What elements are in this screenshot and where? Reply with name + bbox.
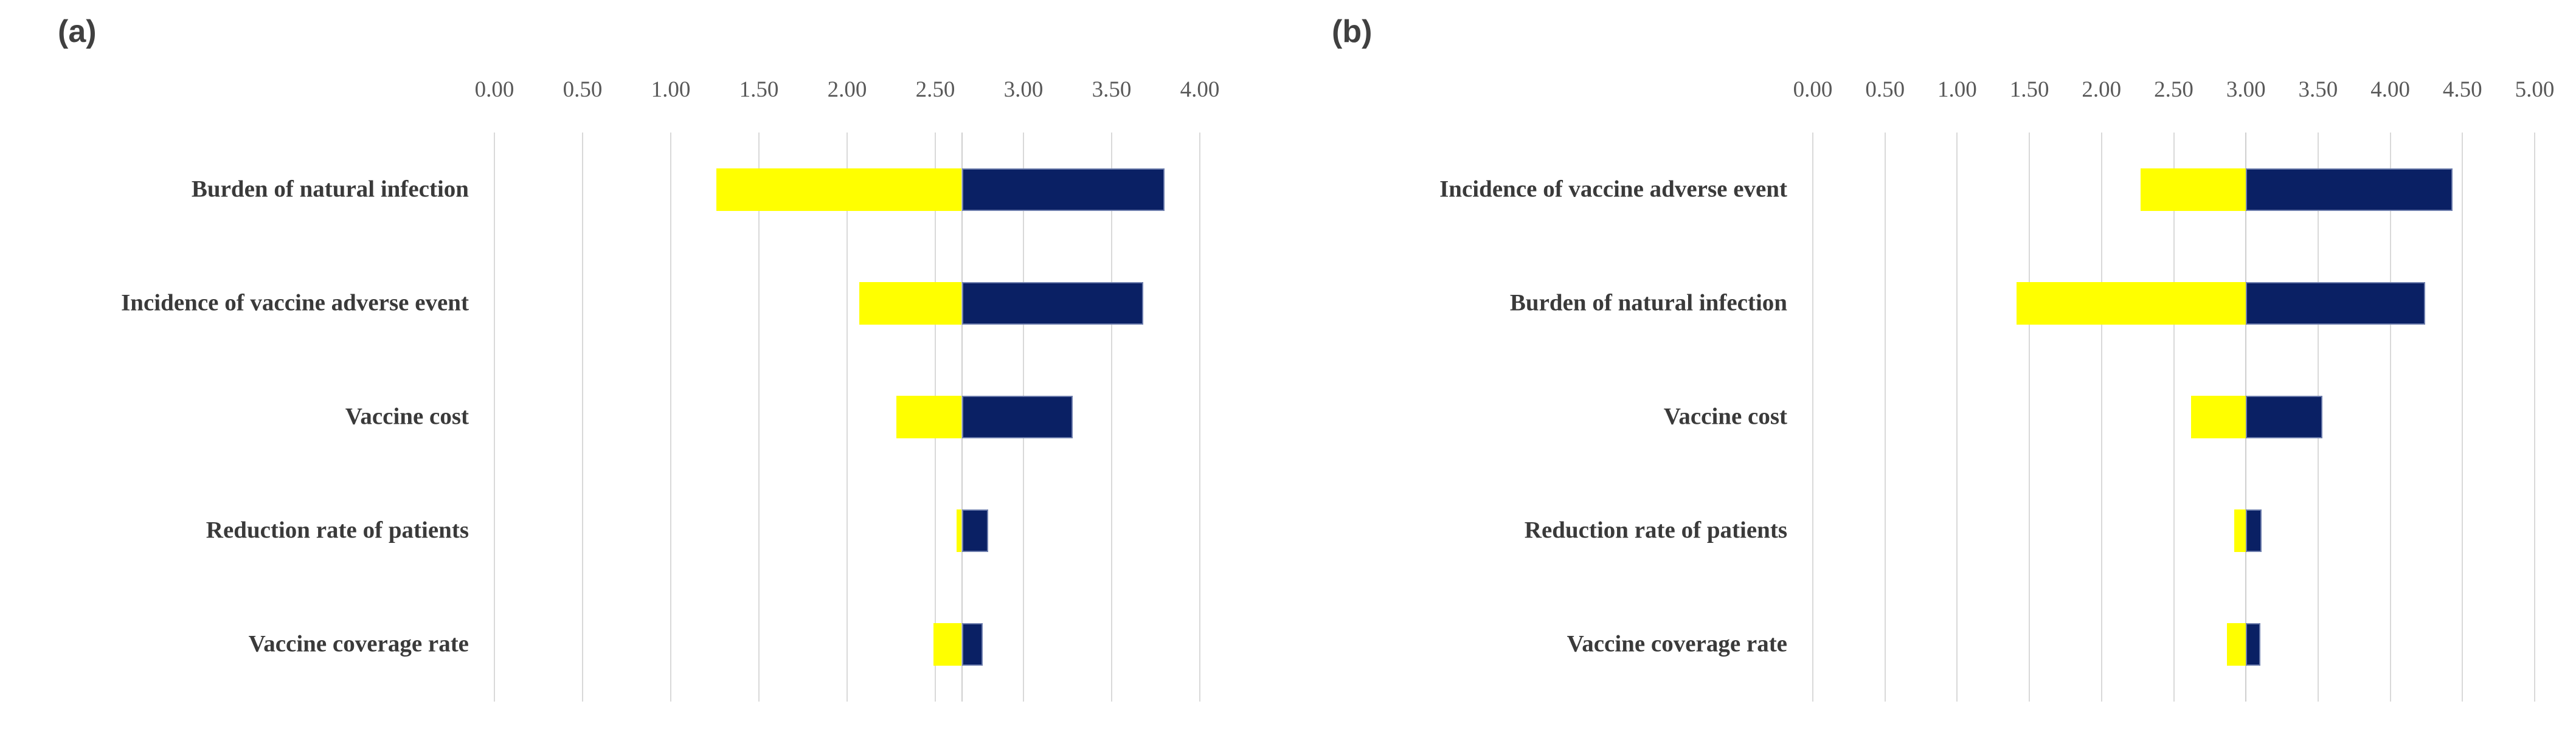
category-label: Burden of natural infection xyxy=(1509,289,1787,316)
x-axis-tick-label: 1.00 xyxy=(651,77,691,102)
category-label: Reduction rate of patients xyxy=(206,517,469,543)
bar-low-segment xyxy=(2227,623,2246,666)
category-label: Vaccine coverage rate xyxy=(248,630,469,657)
x-axis-tick-label: 3.50 xyxy=(2298,77,2338,102)
bar-high-segment xyxy=(2246,281,2425,325)
category-label: Reduction rate of patients xyxy=(1524,517,1787,543)
x-axis-tick-label: 4.50 xyxy=(2442,77,2482,102)
panel-a-label: (a) xyxy=(58,14,97,49)
gridline xyxy=(1956,133,1958,702)
bar-high-segment xyxy=(961,168,1165,211)
bar-high-segment xyxy=(961,509,988,553)
gridline xyxy=(2173,133,2175,702)
bar-high-segment xyxy=(961,281,1144,325)
x-axis-tick-label: 0.00 xyxy=(1793,77,1833,102)
x-axis-tick-label: 0.00 xyxy=(474,77,514,102)
bar-low-segment xyxy=(956,509,962,553)
category-label: Vaccine cost xyxy=(345,403,469,430)
category-label: Burden of natural infection xyxy=(191,176,469,202)
gridline xyxy=(1199,133,1200,702)
bar-low-segment xyxy=(2190,396,2246,438)
bar-high-segment xyxy=(2246,509,2262,553)
bar-high-segment xyxy=(961,623,983,666)
bar-low-segment xyxy=(2234,509,2246,553)
x-axis-tick-label: 0.50 xyxy=(563,77,603,102)
x-axis-tick-label: 1.50 xyxy=(739,77,779,102)
bar-low-segment xyxy=(2140,168,2246,211)
bar-low-segment xyxy=(859,281,962,325)
gridline xyxy=(2029,133,2031,702)
gridline xyxy=(1884,133,1886,702)
gridline xyxy=(1111,133,1112,702)
gridline xyxy=(494,133,495,702)
gridline xyxy=(670,133,671,702)
bar-low-segment xyxy=(2016,281,2246,325)
bar-low-segment xyxy=(716,168,962,211)
panel-b: (b) 0.00 0.50 1.00 1.50 2.00 2.50 3.00 3.50 4.00… xyxy=(1283,0,2576,735)
x-axis-tick-label: 4.00 xyxy=(2370,77,2410,102)
x-axis-tick-label: 3.00 xyxy=(2226,77,2266,102)
x-axis-tick-label: 2.00 xyxy=(2082,77,2122,102)
gridline xyxy=(1812,133,1813,702)
x-axis-tick-label: 3.50 xyxy=(1092,77,1132,102)
x-axis-tick-label: 1.00 xyxy=(1937,77,1977,102)
gridline xyxy=(582,133,583,702)
bar-high-segment xyxy=(2246,396,2322,438)
x-axis-tick-label: 3.00 xyxy=(1003,77,1044,102)
x-axis-tick-label: 2.50 xyxy=(915,77,955,102)
x-axis-tick-label: 0.50 xyxy=(1865,77,1905,102)
panel-a-plot: 0.00 0.50 1.00 1.50 2.00 2.50 3.00 3.50 4.00 Burd… xyxy=(121,77,1219,702)
gridline xyxy=(2100,133,2102,702)
bar-low-segment xyxy=(896,396,962,438)
gridline xyxy=(847,133,848,702)
panel-a: (a) 0.00 0.50 1.00 1.50 2.00 2.50 3.00 3.50 4.00… xyxy=(58,14,1219,702)
x-axis-tick-label: 1.50 xyxy=(2009,77,2049,102)
bar-low-segment xyxy=(933,623,962,666)
category-label: Vaccine cost xyxy=(1663,403,1787,430)
panel-b-plot: 0.00 0.50 1.00 1.50 2.00 2.50 3.00 3.50 4.00 4.50… xyxy=(1439,77,2554,702)
gridline xyxy=(2462,133,2463,702)
x-axis-tick-label: 2.50 xyxy=(2154,77,2193,102)
gridline xyxy=(2389,133,2391,702)
gridline xyxy=(758,133,760,702)
bar-high-segment xyxy=(961,396,1073,438)
x-axis-tick-label: 2.00 xyxy=(827,77,867,102)
category-label: Incidence of vaccine adverse event xyxy=(1439,176,1787,202)
gridline xyxy=(2534,133,2535,702)
bar-high-segment xyxy=(2246,168,2453,211)
x-axis-tick-label: 4.00 xyxy=(1180,77,1220,102)
panel-b-label: (b) xyxy=(1332,14,1373,49)
x-axis-tick-label: 5.00 xyxy=(2515,77,2555,102)
category-label: Vaccine coverage rate xyxy=(1567,630,1787,657)
bar-high-segment xyxy=(2246,623,2260,666)
category-label: Incidence of vaccine adverse event xyxy=(121,289,469,316)
